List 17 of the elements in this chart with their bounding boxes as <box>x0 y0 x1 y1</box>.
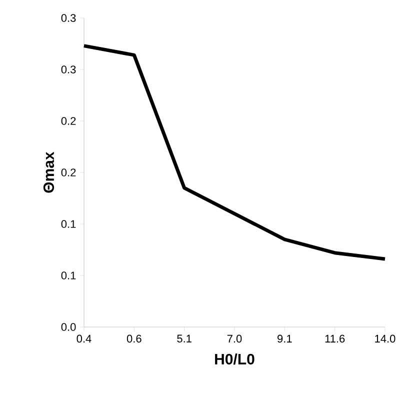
x-tick-label: 0.6 <box>126 334 142 343</box>
x-tick-label: 0.4 <box>76 334 92 343</box>
y-tick-label: 0.3 <box>61 14 76 22</box>
x-tick-label: 9.1 <box>278 334 292 343</box>
line-series <box>82 44 387 261</box>
y-tick-label: 0.0 <box>61 323 76 331</box>
y-axis-title: Θmax <box>43 152 54 193</box>
y-tick-label: 0.2 <box>61 168 76 176</box>
x-tick-label: 7.0 <box>227 334 242 343</box>
x-tick-label: 11.6 <box>325 334 345 343</box>
y-tick-label: 0.1 <box>61 272 76 280</box>
x-tick-label: 5.1 <box>177 334 192 342</box>
y-tick-label: 0.3 <box>61 66 76 74</box>
y-tick-label: 0.2 <box>61 117 76 125</box>
x-tick-label: 14.0 <box>375 334 396 343</box>
y-tick-label: 0.1 <box>61 220 76 228</box>
x-axis-title: H0/L0 <box>215 353 254 365</box>
